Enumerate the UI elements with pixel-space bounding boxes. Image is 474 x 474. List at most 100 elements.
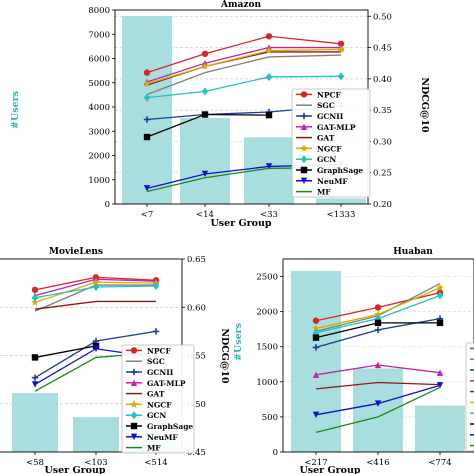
tick-label-x: <58 (26, 458, 44, 468)
tick-label-left: 2500 (256, 273, 278, 283)
tick-label-x: <514 (144, 458, 167, 468)
point-npcf (201, 50, 209, 58)
tick-label-right: 0.25 (373, 169, 392, 179)
point-ngcf (201, 62, 209, 70)
point-gcn (92, 282, 100, 291)
tick-label-left: 3000 (88, 127, 110, 137)
amazon-panel (114, 9, 369, 205)
tick-label-left: 4000 (88, 103, 110, 113)
tick-label-x: <217 (304, 458, 327, 468)
legend-marker (130, 433, 138, 440)
plot-frame (282, 258, 474, 453)
series-line-graphsage (34, 345, 97, 359)
point-graphsage (374, 319, 382, 327)
legend-label-gat: GAT (317, 134, 335, 143)
bar-amazon-1 (180, 117, 230, 204)
tick-label-x: <33 (260, 210, 278, 220)
point-neumf (265, 163, 273, 170)
legend-marker (300, 123, 308, 130)
tick-label-right: 0.55 (187, 352, 206, 362)
tick-label-left: 0 (105, 200, 110, 210)
legend-handle-gat-mlp (470, 380, 474, 382)
legend-marker (300, 166, 308, 174)
point-gcnii (152, 328, 160, 335)
point-neumf (201, 170, 209, 178)
legend-handle-ngcf (126, 400, 142, 408)
legend-marker (130, 411, 138, 420)
tick-label-left: 1500 (256, 343, 278, 353)
legend-label-ngcf: NGCF (147, 400, 172, 409)
x-axis-label: User Group (300, 465, 361, 474)
point-npcf (265, 33, 273, 40)
y-axis-label-left: #Users (10, 91, 21, 129)
point-npcf (31, 286, 39, 294)
bar-amazon-3 (316, 198, 366, 204)
legend-handle-graphsage (296, 166, 312, 174)
tick-label-x: <774 (428, 458, 451, 468)
legend-handle-neumf (126, 433, 142, 440)
legend-label-graphsage: GraphSage (317, 166, 363, 175)
legend-huaban: NPCFSGCGCNIIGAT-MLPGATNGCFGCNGraphSageNe… (465, 342, 474, 452)
legend-handle-ngcf (470, 401, 474, 404)
point-ngcf (436, 283, 444, 291)
point-ngcf (143, 79, 151, 88)
legend-handle-npcf (296, 91, 312, 98)
point-graphsage (436, 319, 444, 327)
tick-label-right: 0.20 (373, 200, 392, 210)
legend-handle-neumf (296, 177, 312, 184)
legend-label-gcn: GCN (317, 155, 336, 164)
legend-label-sgc: SGC (317, 101, 335, 110)
bar-movielens-0 (12, 393, 58, 452)
point-npcf (374, 304, 382, 311)
point-npcf (312, 317, 320, 324)
legend-marker (300, 177, 308, 184)
y-axis-label-right: NDCG@10 (419, 77, 430, 133)
tick-label-right: 0.60 (187, 303, 206, 313)
point-graphsage (143, 133, 151, 141)
chart-title: Amazon (220, 0, 261, 10)
point-graphsage (312, 334, 320, 341)
huaban-panel (282, 258, 474, 453)
tick-label-left: 2000 (88, 152, 110, 162)
bar-huaban-0 (291, 270, 341, 452)
tick-label-left: 500 (262, 413, 278, 423)
point-graphsage (201, 111, 209, 118)
point-gat-mlp (374, 361, 382, 369)
series-line-gcn (146, 75, 342, 99)
point-gcnii (374, 326, 382, 334)
legend-label-gat-mlp: GAT-MLP (147, 379, 186, 388)
point-ngcf (337, 45, 345, 53)
series-line-sgc (146, 54, 342, 96)
tick-label-right: 0.45 (187, 448, 206, 458)
y-axis-label-left: #Users (233, 323, 244, 361)
tick-label-right: 0.50 (373, 12, 392, 22)
legend-handle-gat-mlp (126, 379, 142, 386)
tick-label-right: 0.40 (373, 75, 392, 85)
point-graphsage (265, 111, 273, 119)
point-ngcf (374, 310, 382, 318)
legend-handle-gat-mlp (296, 123, 312, 130)
tick-label-x: <416 (366, 458, 389, 468)
legend-marker (300, 112, 308, 120)
tick-label-x: <14 (196, 210, 214, 220)
bar-movielens-1 (73, 417, 119, 452)
series-line-mf (315, 386, 441, 433)
point-ngcf (265, 46, 273, 54)
legend-marker (130, 368, 138, 376)
legend-marker (300, 144, 308, 152)
legend-handle-gcn (470, 412, 474, 414)
legend-label-gcnii: GCNII (147, 368, 174, 377)
legend-handle-gcn (296, 155, 312, 164)
legend-handle-npcf (126, 347, 142, 354)
point-gcn (265, 72, 273, 81)
point-neumf (436, 382, 444, 389)
point-gcnii (312, 344, 320, 351)
point-npcf (337, 40, 345, 47)
point-gcnii (143, 116, 151, 123)
series-line-gat (315, 381, 441, 390)
legend-label-neumf: NeuMF (317, 177, 348, 186)
series-line-npcf (146, 35, 342, 74)
tick-label-x: <7 (141, 210, 154, 220)
legend-handle-gcnii (296, 112, 312, 120)
